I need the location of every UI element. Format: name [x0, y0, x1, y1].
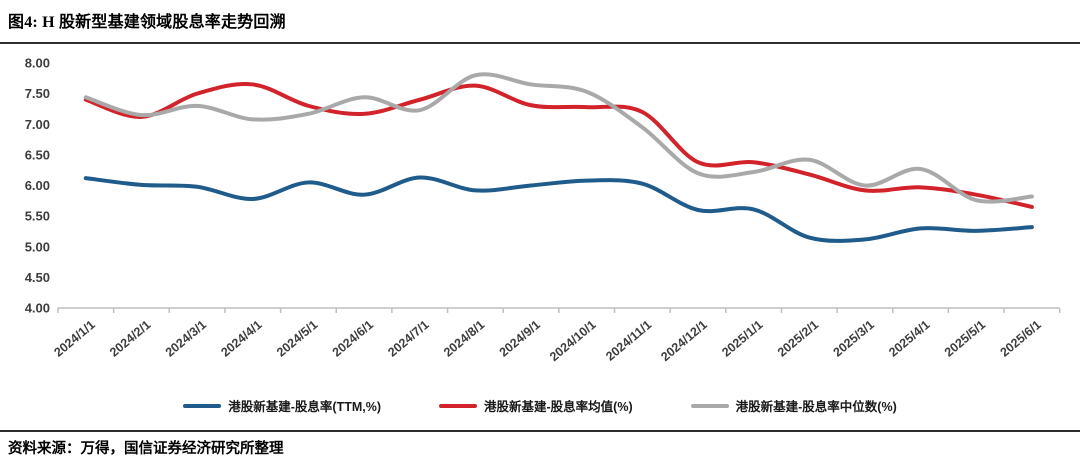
y-tick-label: 6.00	[25, 178, 50, 193]
x-tick-label: 2025/1/1	[719, 318, 765, 360]
legend-swatch-mean	[439, 403, 478, 408]
legend-label-ttm: 港股新基建-股息率(TTM,%)	[228, 400, 382, 414]
legend-label-median: 港股新基建-股息率中位数(%)	[735, 400, 897, 414]
legend-item-median: 港股新基建-股息率中位数(%)	[690, 396, 897, 415]
x-tick-label: 2024/1/1	[51, 318, 97, 360]
y-tick-label: 7.00	[25, 117, 50, 132]
y-tick-label: 7.50	[25, 86, 50, 101]
x-tick-label: 2024/6/1	[330, 318, 376, 360]
bottom-divider	[0, 430, 1080, 432]
x-tick-label: 2025/5/1	[942, 318, 988, 360]
y-tick-label: 8.00	[25, 56, 50, 71]
series-line-ttm	[83, 175, 1034, 243]
x-tick-label: 2025/6/1	[998, 318, 1044, 360]
dividend-yield-line-chart: 8.00 7.50 7.00 6.50 6.00 5.50 5.00 4.50 4.00 2024…	[0, 50, 1080, 380]
legend-swatch-ttm	[183, 403, 222, 408]
y-tick-label: 5.00	[25, 239, 50, 254]
x-tick-label: 2024/11/1	[603, 318, 654, 364]
y-tick-label: 4.00	[25, 301, 50, 316]
y-tick-label: 4.50	[25, 270, 50, 285]
x-tick-label: 2024/5/1	[274, 318, 320, 360]
x-tick-label: 2024/3/1	[163, 318, 209, 360]
line-chart-svg: 8.007.507.006.506.005.505.004.504.002024…	[25, 56, 1061, 365]
x-tick-label: 2024/2/1	[107, 318, 153, 360]
x-tick-label: 2024/12/1	[658, 318, 710, 365]
figure-title: 图4: H 股新型基建领域股息率走势回溯	[8, 14, 286, 31]
x-tick-label: 2024/7/1	[385, 318, 431, 360]
series-line-median	[83, 72, 1034, 204]
y-tick-label: 5.50	[25, 209, 50, 224]
x-tick-label: 2024/4/1	[218, 318, 264, 360]
x-tick-label: 2024/9/1	[497, 318, 543, 360]
x-tick-label: 2025/2/1	[775, 318, 821, 360]
x-tick-label: 2025/3/1	[831, 318, 877, 360]
y-tick-label: 6.50	[25, 147, 50, 162]
legend-item-mean: 港股新基建-股息率均值(%)	[439, 396, 633, 415]
legend-label-mean: 港股新基建-股息率均值(%)	[484, 400, 633, 414]
legend-swatch-median	[690, 403, 729, 408]
top-divider	[0, 42, 1080, 44]
source-note: 资料来源：万得，国信证券经济研究所整理	[8, 441, 284, 457]
x-tick-label: 2024/10/1	[547, 318, 599, 365]
x-tick-label: 2024/8/1	[441, 318, 487, 360]
x-tick-label: 2025/4/1	[886, 318, 932, 360]
chart-legend: 港股新基建-股息率(TTM,%) 港股新基建-股息率均值(%) 港股新基建-股息率中…	[0, 396, 1080, 415]
legend-item-ttm: 港股新基建-股息率(TTM,%)	[183, 396, 381, 415]
series-line-mean	[83, 82, 1034, 209]
